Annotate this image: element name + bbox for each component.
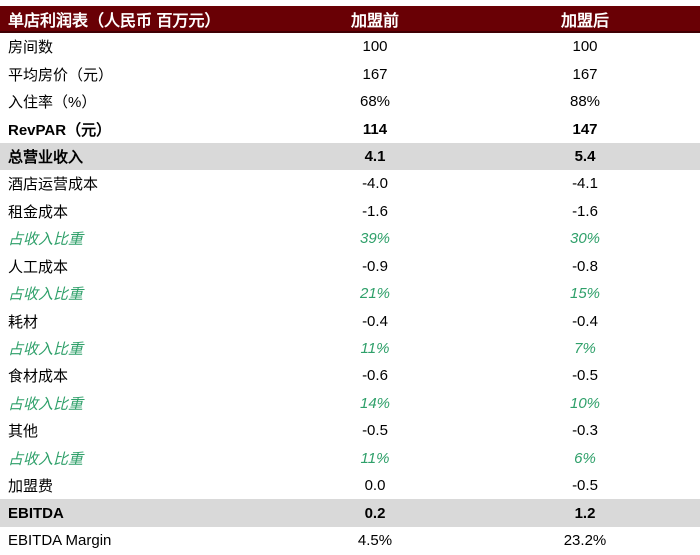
table-row: 酒店运营成本 -4.0 -4.1 [0, 170, 700, 197]
row-label: 食材成本 [8, 368, 69, 386]
table-title: 单店利润表（人民币 百万元） [8, 12, 221, 30]
row-value-before: -0.5 [362, 422, 388, 440]
row-value-before: 4.5% [357, 532, 393, 550]
row-value-before: 68% [359, 93, 391, 111]
row-label: RevPAR（元） [8, 121, 112, 139]
table-row: 占收入比重 11% 7% [0, 335, 700, 362]
table-header: 单店利润表（人民币 百万元） 加盟前 加盟后 [0, 6, 700, 33]
row-label: 占收入比重 [8, 286, 84, 304]
row-value-after: 6% [574, 449, 596, 467]
row-value-before: -1.6 [362, 202, 388, 220]
row-value-after: -0.4 [572, 312, 598, 330]
row-value-after: 100 [572, 38, 598, 56]
row-value-before: 11% [360, 449, 390, 467]
table-body: 房间数 100 100 平均房价（元） 167 167 入住率（%） 68% 88% RevPAR… [0, 33, 700, 554]
row-value-after: 1.2 [574, 504, 596, 522]
row-label: 入住率（%） [8, 94, 97, 112]
row-value-after: -4.1 [572, 175, 598, 193]
row-label: 占收入比重 [8, 450, 84, 468]
table-row: 占收入比重 39% 30% [0, 225, 700, 252]
row-value-before: 21% [359, 285, 391, 303]
row-value-after: -0.3 [572, 422, 598, 440]
row-value-after: -0.5 [572, 477, 598, 495]
row-value-before: 14% [359, 394, 391, 412]
row-label: 占收入比重 [8, 395, 84, 413]
table-row: EBITDA 0.2 1.2 [0, 499, 700, 527]
table-row: 占收入比重 21% 15% [0, 280, 700, 307]
row-value-after: 88% [569, 93, 601, 111]
row-value-before: 11% [360, 340, 390, 358]
table-row: 耗材 -0.4 -0.4 [0, 307, 700, 334]
table-row: EBITDA Margin 4.5% 23.2% [0, 527, 700, 554]
table-row: 占收入比重 14% 10% [0, 390, 700, 417]
row-label: 平均房价（元） [8, 66, 114, 84]
table-row: 食材成本 -0.6 -0.5 [0, 362, 700, 389]
row-label: 房间数 [8, 39, 54, 57]
row-value-after: 15% [569, 285, 601, 303]
row-label: 占收入比重 [8, 341, 84, 359]
table-row: RevPAR（元） 114 147 [0, 115, 700, 142]
row-value-after: -1.6 [572, 202, 598, 220]
row-label: 酒店运营成本 [8, 176, 99, 194]
row-label: 其他 [8, 423, 39, 441]
row-label: 耗材 [8, 313, 39, 331]
row-label: 人工成本 [8, 258, 69, 276]
table-row: 人工成本 -0.9 -0.8 [0, 253, 700, 280]
row-value-after: -0.8 [572, 257, 598, 275]
row-value-before: 114 [362, 120, 388, 138]
row-value-after: 30% [569, 230, 601, 248]
header-col-before-franchise: 加盟前 [350, 12, 399, 30]
row-value-after: 5.4 [574, 147, 596, 165]
profit-table: 单店利润表（人民币 百万元） 加盟前 加盟后 房间数 100 100 平均房价（元） 1… [0, 6, 700, 554]
row-value-after: 167 [572, 65, 598, 83]
table-row: 入住率（%） 68% 88% [0, 88, 700, 115]
table-row: 平均房价（元） 167 167 [0, 60, 700, 87]
row-value-before: 167 [362, 65, 388, 83]
header-col-after-franchise: 加盟后 [560, 12, 609, 30]
row-value-before: -0.6 [362, 367, 388, 385]
table-row: 其他 -0.5 -0.3 [0, 417, 700, 444]
row-label: 租金成本 [8, 203, 69, 221]
row-label: EBITDA Margin [8, 532, 112, 550]
row-value-after: 147 [572, 120, 598, 138]
table-row: 占收入比重 11% 6% [0, 445, 700, 472]
row-value-before: 0.2 [364, 504, 386, 522]
row-label: EBITDA [8, 504, 64, 522]
row-value-after: 7% [574, 340, 596, 358]
row-value-before: -0.9 [362, 257, 388, 275]
table-row: 租金成本 -1.6 -1.6 [0, 198, 700, 225]
row-label: 占收入比重 [8, 231, 84, 249]
row-value-before: 4.1 [364, 147, 386, 165]
table-row: 房间数 100 100 [0, 33, 700, 60]
row-value-before: -4.0 [362, 175, 388, 193]
row-value-before: 39% [359, 230, 391, 248]
row-value-before: 0.0 [364, 477, 386, 495]
table-row: 总营业收入 4.1 5.4 [0, 142, 700, 171]
row-value-before: -0.4 [362, 312, 388, 330]
row-label: 总营业收入 [8, 148, 84, 166]
row-value-before: 100 [362, 38, 388, 56]
row-value-after: -0.5 [572, 367, 598, 385]
row-value-after: 23.2% [563, 532, 607, 550]
row-value-after: 10% [569, 394, 601, 412]
row-label: 加盟费 [8, 478, 54, 496]
table-row: 加盟费 0.0 -0.5 [0, 472, 700, 499]
